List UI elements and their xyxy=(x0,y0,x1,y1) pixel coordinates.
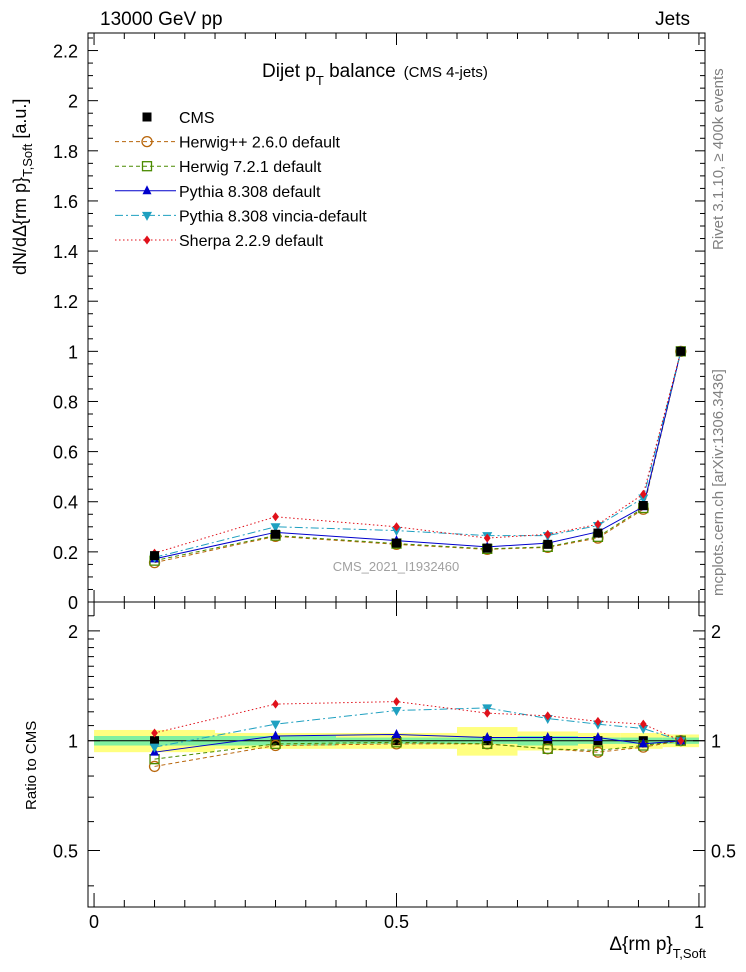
ratio-data-point xyxy=(544,711,552,721)
legend-label: Sherpa 2.2.9 default xyxy=(179,233,324,250)
ratio-series-line xyxy=(154,707,681,748)
main-panel: 0 0.2 0.4 0.6 0.8 1 1.2 1.4 1.6 1.8 2 2.2 xyxy=(53,32,706,613)
ratio-y-tick-label: 1 xyxy=(68,732,78,752)
ratio-data-point xyxy=(148,760,161,773)
ratio-data-point xyxy=(271,730,281,740)
main-y-tick-label: 0 xyxy=(68,593,78,613)
ratio-reference-point xyxy=(392,736,401,746)
ratio-data-point xyxy=(638,724,649,734)
ratio-data-point xyxy=(483,708,491,718)
main-y-tick-label: 2.2 xyxy=(53,42,78,62)
main-data-point xyxy=(544,529,552,539)
main-data-point xyxy=(638,500,648,510)
header-process: Jets xyxy=(655,9,690,30)
legend-marker xyxy=(141,161,153,172)
main-data-point xyxy=(676,346,686,356)
ratio-data-point xyxy=(149,743,160,753)
main-y-tick-label: 1.6 xyxy=(53,192,78,212)
main-data-point xyxy=(593,528,603,538)
main-y-axis-label: dN/dΔ{rm p}T,Soft [a.u.] xyxy=(10,99,35,275)
main-y-tick-label: 0.4 xyxy=(53,493,78,513)
main-data-point xyxy=(270,523,281,533)
ratio-data-point xyxy=(392,728,401,738)
legend-marker xyxy=(141,135,153,148)
main-y-tick-label: 1.4 xyxy=(53,242,78,262)
ratio-reference-point xyxy=(150,736,160,746)
main-y-tick-label: 0.6 xyxy=(53,443,78,463)
main-data-point xyxy=(271,529,281,539)
legend-marker xyxy=(143,235,151,245)
ratio-series-line xyxy=(154,733,681,753)
rivet-label: Rivet 3.1.10, ≥ 400k events xyxy=(710,68,727,250)
ratio-data-point xyxy=(272,699,279,709)
x-tick-label: 0.5 xyxy=(384,912,409,932)
ratio-data-point xyxy=(592,745,604,756)
ratio-data-point xyxy=(270,720,281,730)
main-series-line xyxy=(154,351,682,562)
main-data-point xyxy=(543,539,553,549)
ratio-data-point xyxy=(593,732,603,742)
ratio-data-point xyxy=(594,716,602,726)
main-data-point xyxy=(150,551,160,561)
legend-label: Pythia 8.308 vincia-default xyxy=(179,208,367,225)
plot-title: Dijet pT balance (CMS 4-jets) xyxy=(262,61,488,88)
x-tick-label: 1 xyxy=(694,912,704,932)
ratio-data-point xyxy=(482,732,492,742)
legend-marker xyxy=(142,185,152,195)
main-y-tick-label: 0.2 xyxy=(53,543,78,563)
legend-label: Pythia 8.308 default xyxy=(179,184,321,201)
legend: CMS Herwig++ 2.6.0 default Herwig 7.2.1 de… xyxy=(115,110,367,250)
main-series-line xyxy=(154,351,682,554)
main-data-point xyxy=(594,519,602,529)
main-series-line xyxy=(154,351,682,558)
ratio-y-axis-label: Ratio to CMS xyxy=(23,721,40,810)
main-y-tick-label: 1 xyxy=(68,342,78,362)
main-data-point xyxy=(393,522,400,532)
main-data-point xyxy=(483,533,491,543)
main-data-point xyxy=(272,512,279,522)
main-data-point xyxy=(482,543,492,553)
legend-label: Herwig++ 2.6.0 default xyxy=(179,135,341,152)
ratio-y-tick-label: 0.5 xyxy=(53,841,78,861)
main-data-point xyxy=(392,538,401,548)
main-data-point xyxy=(391,527,402,537)
main-series-line xyxy=(154,351,682,560)
x-tick-label: 0 xyxy=(89,912,99,932)
ratio-series-line xyxy=(154,701,682,742)
legend-label: CMS xyxy=(179,110,215,127)
ratio-series-line xyxy=(154,740,681,760)
header-energy: 13000 GeV pp xyxy=(100,9,223,30)
main-y-tick-label: 0.8 xyxy=(53,392,78,412)
main-data-point xyxy=(639,489,647,499)
ratio-y-tick-label: 2 xyxy=(68,622,78,642)
ratio-data-point xyxy=(151,728,158,738)
ratio-data-point xyxy=(393,697,400,707)
ratio-panel: 0.5 0.5 1 1 2 2 0 0.5 1 xyxy=(53,601,736,932)
mcplots-label: mcplots.cern.ch [arXiv:1306.3436] xyxy=(710,369,727,596)
ratio-data-point xyxy=(639,719,647,729)
main-y-tick-label: 1.2 xyxy=(53,292,78,312)
ratio-y-tick-label-right: 1 xyxy=(711,732,721,752)
ratio-data-point xyxy=(542,743,553,754)
ratio-data-point xyxy=(677,736,685,746)
ratio-y-tick-label-right: 0.5 xyxy=(711,841,736,861)
ratio-data-point xyxy=(391,706,402,716)
analysis-watermark: CMS_2021_I1932460 xyxy=(333,559,460,574)
legend-marker xyxy=(142,112,152,122)
legend-marker xyxy=(142,211,152,221)
ratio-data-point xyxy=(638,738,648,748)
main-series-line xyxy=(154,351,682,564)
ratio-data-point xyxy=(543,732,553,742)
main-y-tick-label: 1.8 xyxy=(53,142,78,162)
ratio-y-tick-label-right: 2 xyxy=(711,622,721,642)
main-data-point xyxy=(638,494,649,504)
ratio-frame xyxy=(87,601,706,908)
legend-label: Herwig 7.2.1 default xyxy=(179,159,322,176)
x-axis-label: Δ{rm p}T,Soft xyxy=(609,934,706,961)
main-y-tick-label: 2 xyxy=(68,92,78,112)
